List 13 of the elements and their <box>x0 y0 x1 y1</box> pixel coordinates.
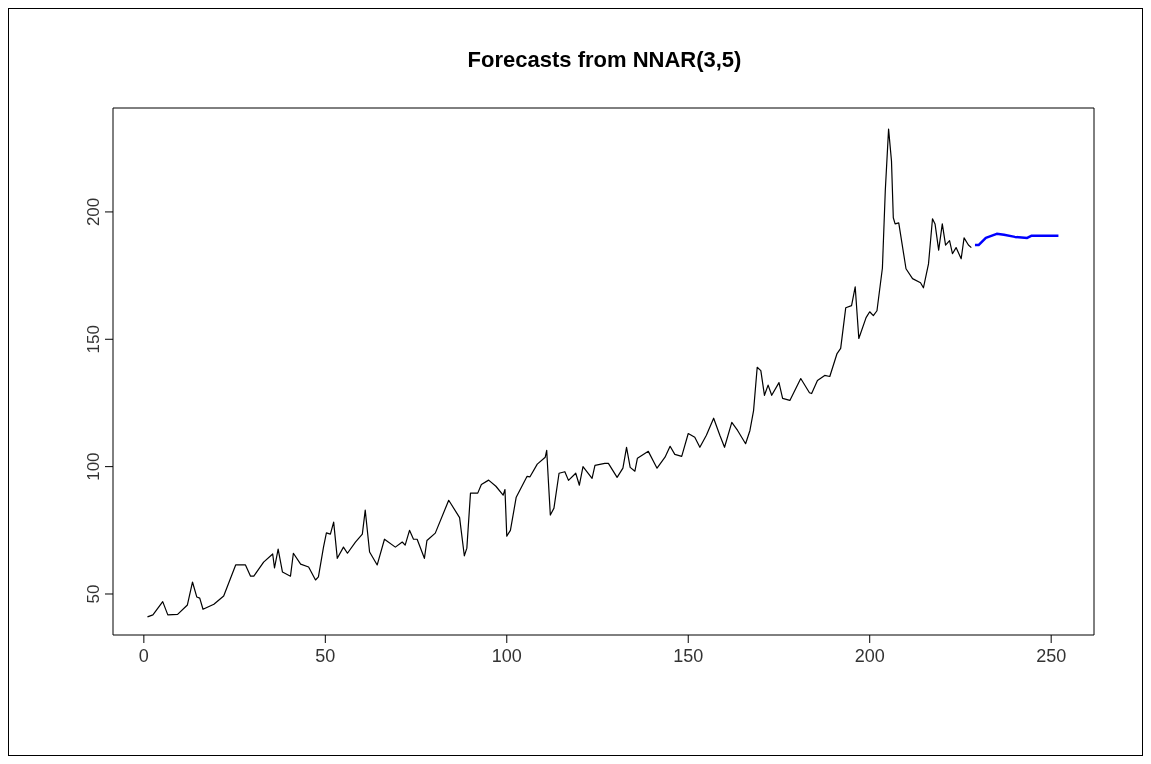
line-series <box>973 232 1060 247</box>
y-tick-label: 150 <box>84 325 103 354</box>
x-tick-label: 150 <box>673 645 704 666</box>
x-tick-label: 200 <box>854 645 885 666</box>
line-series <box>146 128 972 618</box>
y-tick-label: 100 <box>84 452 103 481</box>
x-tick-label: 250 <box>1036 645 1067 666</box>
x-tick-label: 50 <box>315 645 336 666</box>
x-tick-label: 100 <box>491 645 522 666</box>
y-tick-label: 50 <box>84 584 103 604</box>
x-tick-label: 0 <box>138 645 149 666</box>
chart-title: Forecasts from NNAR(3,5) <box>466 47 743 73</box>
y-tick-label: 200 <box>84 197 103 227</box>
